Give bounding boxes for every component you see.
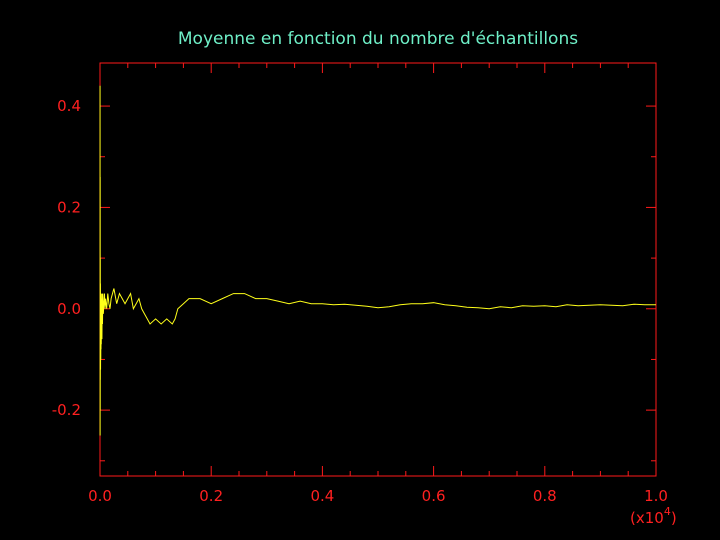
chart-title: Moyenne en fonction du nombre d'échantil… <box>178 29 578 49</box>
x-tick-label: 1.0 <box>644 487 668 505</box>
y-tick-labels: -0.2 0.0 0.2 0.4 <box>52 97 81 419</box>
x-tick-label: 0.6 <box>422 487 446 505</box>
x-tick-label: 0.0 <box>88 487 112 505</box>
y-tick-label: 0.2 <box>57 198 81 216</box>
y-tick-label: 0.4 <box>57 97 81 115</box>
x-tick-labels: 0.0 0.2 0.4 0.6 0.8 1.0 <box>88 487 668 505</box>
x-tick-label: 0.4 <box>310 487 334 505</box>
tick-marks <box>99 63 657 476</box>
y-tick-label: -0.2 <box>52 401 81 419</box>
x-tick-label: 0.2 <box>199 487 223 505</box>
series-line <box>99 85 656 436</box>
x-tick-label: 0.8 <box>533 487 557 505</box>
y-tick-label: 0.0 <box>57 300 81 318</box>
x-multiplier-label: (x104) <box>630 505 677 527</box>
plot-frame <box>99 62 657 477</box>
